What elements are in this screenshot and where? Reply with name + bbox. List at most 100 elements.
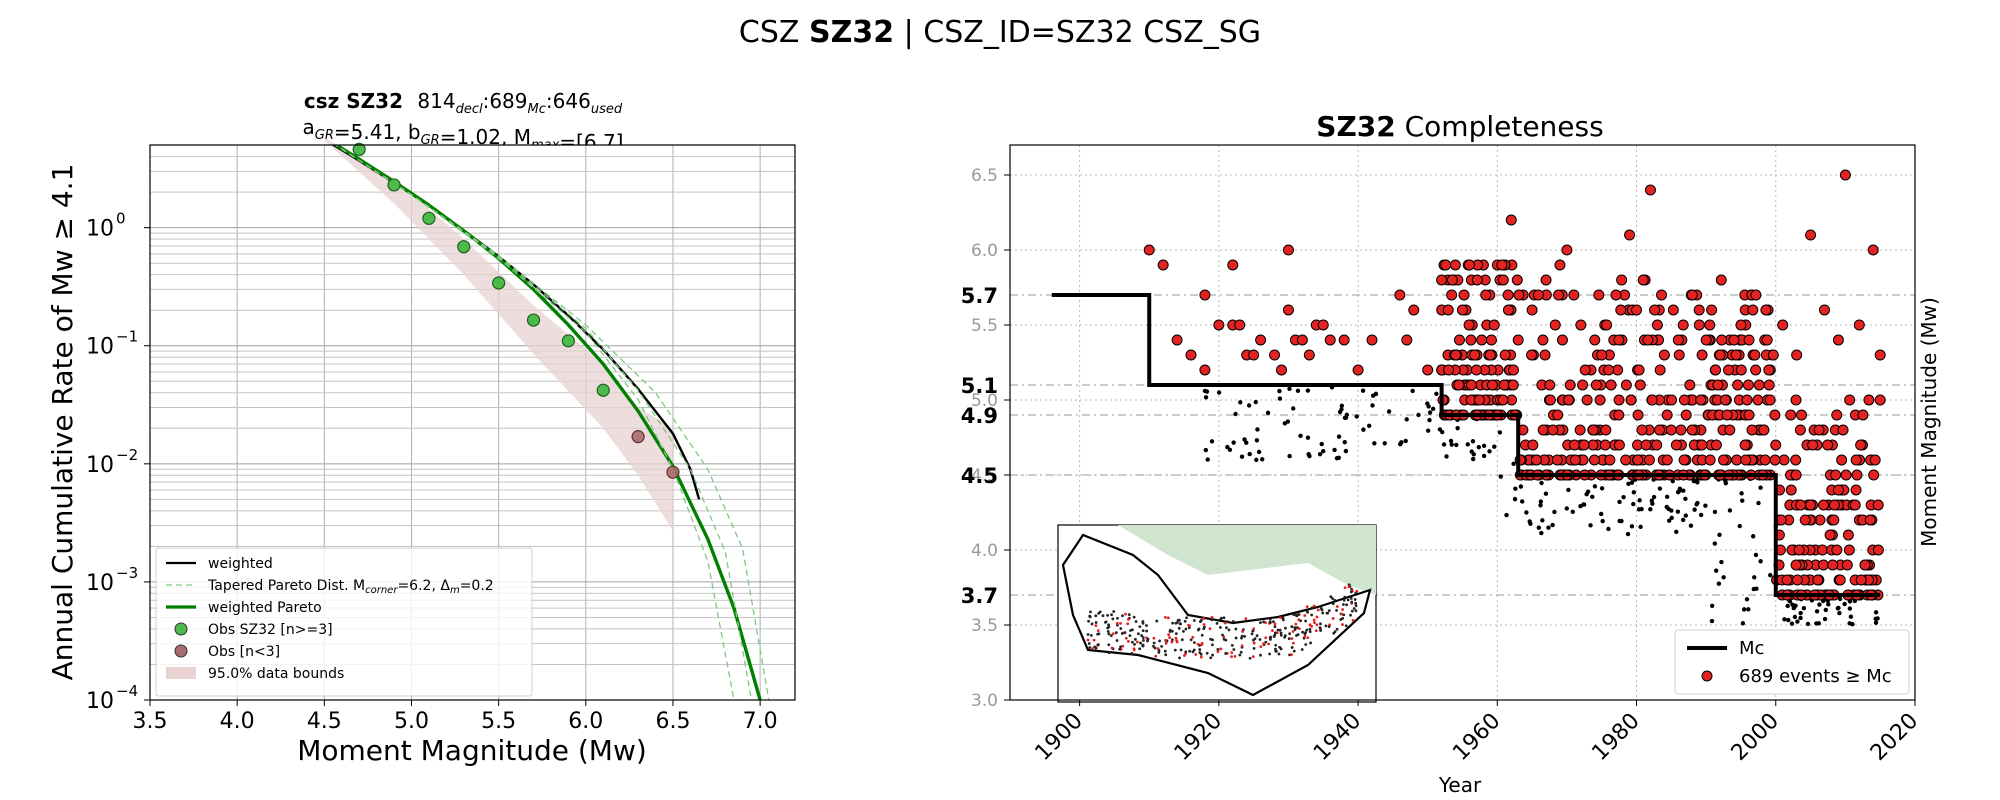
event-below-mc	[1260, 457, 1265, 462]
event-above-mc	[1743, 409, 1755, 421]
inset-event-dot	[1232, 648, 1236, 651]
inset-event-dot	[1318, 626, 1322, 630]
inset-event-dot	[1331, 602, 1335, 606]
event-below-mc	[1360, 388, 1366, 393]
event-above-mc	[1633, 364, 1645, 376]
event-above-mc	[1436, 274, 1448, 286]
event-above-mc	[1564, 379, 1576, 391]
event-below-mc	[1287, 453, 1292, 459]
inset-event-dot	[1111, 632, 1115, 636]
inset-event-dot	[1133, 643, 1136, 646]
inset-event-dot	[1252, 641, 1256, 645]
inset-event-dot	[1163, 649, 1167, 653]
inset-event-dot	[1303, 614, 1307, 617]
inset-event-dot	[1276, 628, 1280, 632]
inset-event-dot	[1293, 628, 1297, 631]
event-above-mc	[1486, 379, 1498, 391]
event-below-mc	[1448, 438, 1454, 444]
inset-event-dot	[1295, 634, 1298, 637]
inset-event-dot	[1164, 638, 1167, 642]
event-above-mc	[1842, 529, 1854, 541]
inset-event-dot	[1283, 626, 1287, 630]
event-below-mc	[1727, 508, 1733, 513]
event-below-mc	[1675, 509, 1681, 514]
y-tick-label: 5.5	[971, 316, 998, 336]
inset-event-dot	[1141, 636, 1145, 639]
event-above-mc	[1248, 349, 1260, 361]
event-above-mc	[1143, 244, 1155, 256]
event-below-mc	[1504, 512, 1509, 518]
inset-event-dot	[1290, 625, 1294, 629]
event-above-mc	[1675, 424, 1687, 436]
event-above-mc	[1695, 394, 1707, 406]
event-above-mc	[1710, 364, 1722, 376]
event-below-mc	[1669, 508, 1674, 513]
event-below-mc	[1238, 400, 1243, 405]
obs-marker	[526, 313, 541, 327]
event-above-mc	[1855, 574, 1867, 586]
event-above-mc	[1604, 454, 1616, 466]
y-tick-label: 10	[86, 453, 114, 478]
inset-event-dot	[1250, 632, 1254, 636]
event-above-mc	[1817, 559, 1829, 571]
y-tick-label: 4.5	[971, 466, 998, 486]
event-above-mc	[1484, 349, 1496, 361]
event-above-mc	[1338, 334, 1350, 346]
event-above-mc	[1841, 559, 1853, 571]
event-above-mc	[1785, 409, 1797, 421]
event-below-mc	[1629, 524, 1635, 529]
x-tick-label: 4.0	[220, 709, 255, 734]
event-below-mc	[1564, 506, 1569, 511]
inset-event-dot	[1268, 636, 1272, 640]
event-below-mc	[1430, 406, 1436, 411]
event-below-mc	[1590, 494, 1595, 500]
inset-event-dot	[1183, 619, 1187, 623]
legend-patch-handle	[166, 667, 196, 679]
y-tick-label: 10	[86, 335, 114, 360]
event-above-mc	[1213, 319, 1225, 331]
inset-event-dot	[1269, 621, 1272, 624]
event-above-mc	[1730, 349, 1742, 361]
inset-event-dot	[1268, 652, 1272, 656]
y-tick-label: 10	[86, 689, 114, 714]
event-above-mc	[1769, 409, 1781, 421]
event-above-mc	[1759, 454, 1771, 466]
inset-event-dot	[1110, 613, 1113, 617]
event-above-mc	[1199, 289, 1211, 301]
inset-event-dot	[1332, 631, 1336, 635]
event-below-mc	[1354, 414, 1359, 419]
event-below-mc	[1681, 488, 1686, 493]
inset-event-dot	[1259, 653, 1262, 657]
event-below-mc	[1227, 447, 1233, 453]
event-above-mc	[1790, 394, 1802, 406]
inset-event-dot	[1163, 615, 1167, 619]
inset-event-dot	[1211, 643, 1214, 647]
event-below-mc	[1337, 409, 1343, 415]
inset-event-dot	[1200, 633, 1204, 637]
event-below-mc	[1848, 614, 1854, 619]
event-above-mc	[1470, 364, 1482, 376]
event-below-mc	[1481, 453, 1487, 459]
legend-label: Obs [n<3]	[208, 644, 280, 660]
event-below-mc	[1657, 486, 1663, 491]
event-above-mc	[1632, 409, 1644, 421]
inset-event-dot	[1230, 644, 1234, 647]
inset-event-dot	[1119, 627, 1123, 630]
event-above-mc	[1693, 319, 1705, 331]
event-below-mc	[1487, 449, 1492, 454]
y-tick-label: 6.0	[971, 241, 998, 261]
inset-event-dot	[1259, 621, 1262, 625]
inset-event-dot	[1341, 616, 1345, 620]
inset-event-dot	[1327, 609, 1331, 613]
event-below-mc	[1277, 396, 1283, 401]
inset-event-dot	[1349, 590, 1353, 594]
inset-event-dot	[1216, 647, 1220, 651]
event-above-mc	[1696, 349, 1708, 361]
event-below-mc	[1427, 410, 1433, 415]
event-below-mc	[1254, 438, 1260, 443]
inset-event-dot	[1124, 636, 1128, 640]
inset-event-dot	[1118, 647, 1122, 651]
event-below-mc	[1631, 501, 1636, 507]
inset-event-dot	[1182, 629, 1185, 633]
event-below-mc	[1239, 454, 1245, 459]
